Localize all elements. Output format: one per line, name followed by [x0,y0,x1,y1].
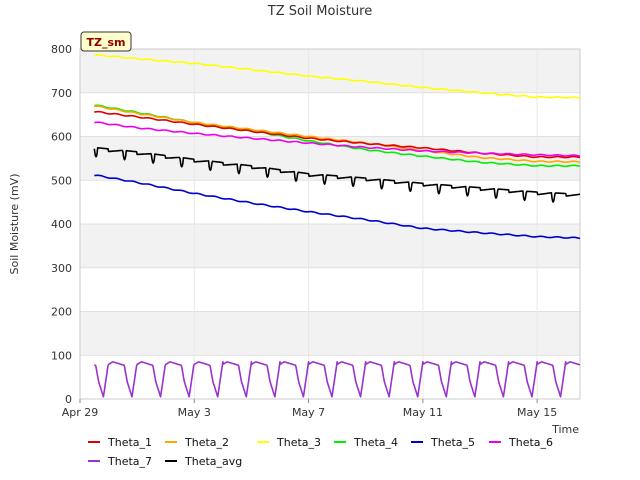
series-lines [93,53,581,398]
legend-label: Theta_4 [353,436,398,449]
legend-item-theta-2: Theta_2 [165,436,229,449]
y-tick-label: 500 [51,174,72,187]
legend-label: Theta_1 [107,436,152,449]
y-tick-label: 400 [51,218,72,231]
y-tick-label: 300 [51,262,72,275]
badge-label: TZ_sm [87,36,126,49]
x-tick-label: May 3 [178,406,211,419]
legend-label: Theta_2 [184,436,229,449]
series-line-theta-5 [94,174,581,240]
legend-item-theta-6: Theta_6 [489,436,553,449]
tz-sm-badge: TZ_sm [80,31,132,52]
y-tick-label: 200 [51,306,72,319]
y-tick-label: 800 [51,43,72,56]
legend-label: Theta_5 [430,436,475,449]
x-tick-label: May 7 [292,406,325,419]
series-line-theta-2 [94,105,581,164]
y-tick-label: 600 [51,131,72,144]
x-tick-label: May 15 [517,406,557,419]
legend-label: Theta_3 [276,436,321,449]
y-tick-label: 0 [65,393,72,406]
legend-label: Theta_6 [508,436,553,449]
legend-item-theta-1: Theta_1 [88,436,152,449]
legend-item-theta-avg: Theta_avg [165,455,242,468]
plot-band [80,224,580,268]
y-axis-label: Soil Moisture (mV) [8,174,21,275]
plot-band [80,267,580,312]
y-tick-label: 700 [51,87,72,100]
legend: Theta_1 Theta_2 Theta_3 Theta_4 Theta_5 Theta… [88,436,553,468]
legend-item-theta-4: Theta_4 [334,436,398,449]
series-line-theta-7 [94,361,581,398]
legend-label: Theta_7 [107,455,152,468]
plot-band [80,311,580,356]
legend-item-theta-7: Theta_7 [88,455,152,468]
x-tick-labels: Apr 29 May 3 May 7 May 11 May 15 [62,399,557,419]
legend-item-theta-3: Theta_3 [257,436,321,449]
series-line-theta-avg [93,147,581,203]
legend-item-theta-5: Theta_5 [411,436,475,449]
y-tick-labels: 0 100 200 300 400 500 600 700 800 [51,43,72,406]
legend-label: Theta_avg [184,455,242,468]
x-axis-label: Time [551,423,579,436]
plot-frame [79,48,581,400]
badge-box [80,31,132,52]
y-tick-label: 100 [51,349,72,362]
series-line-theta-3 [94,53,581,99]
chart-title: TZ Soil Moisture [267,4,373,19]
x-tick-label: Apr 29 [62,406,99,419]
plot-band [80,49,580,93]
series-line-theta-6 [94,121,581,157]
x-tick-label: May 11 [403,406,443,419]
